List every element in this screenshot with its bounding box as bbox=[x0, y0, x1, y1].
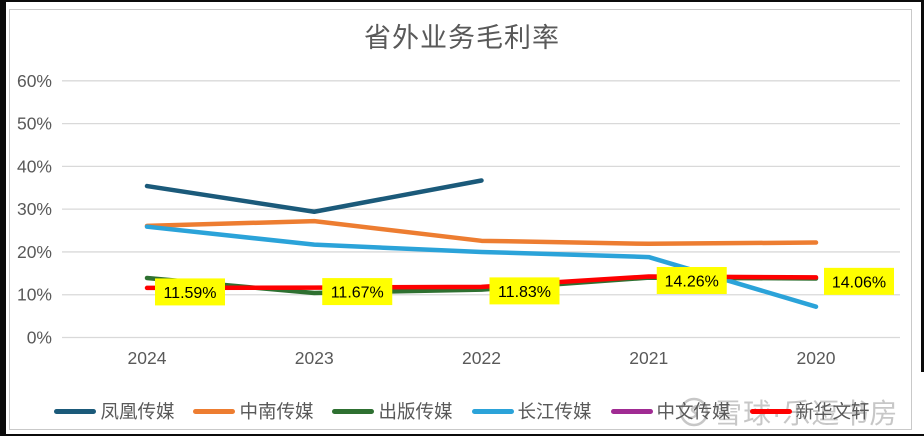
data-label-bg bbox=[155, 278, 225, 306]
data-label: 14.06% bbox=[832, 274, 886, 291]
x-axis-tick-label: 2021 bbox=[629, 348, 668, 368]
legend-swatch bbox=[749, 408, 792, 414]
data-label: 11.83% bbox=[498, 284, 551, 301]
legend-item-2: 中南传媒 bbox=[193, 398, 313, 424]
y-axis-tick-label: 20% bbox=[17, 242, 52, 262]
data-label: 14.26% bbox=[665, 273, 719, 290]
legend-item-1: 凤凰传媒 bbox=[54, 398, 174, 424]
y-axis-tick-label: 10% bbox=[17, 285, 52, 305]
screenshot-edge-left bbox=[0, 0, 6, 436]
legend-label: 出版传媒 bbox=[378, 401, 453, 422]
screenshot-edge-top bbox=[0, 0, 924, 2]
legend-label: 中南传媒 bbox=[239, 401, 314, 422]
legend-label: 新华文轩 bbox=[795, 401, 870, 422]
y-axis-tick-label: 50% bbox=[17, 114, 52, 134]
legend-item-6: 新华文轩 bbox=[749, 398, 870, 424]
legend-item-3: 出版传媒 bbox=[332, 398, 453, 424]
data-label-bg bbox=[656, 266, 727, 294]
data-label: 11.67% bbox=[331, 285, 384, 302]
legend-swatch bbox=[471, 408, 514, 414]
y-axis-tick-label: 0% bbox=[27, 328, 52, 348]
y-axis-tick-label: 60% bbox=[17, 71, 52, 91]
data-label: 11.59% bbox=[163, 285, 216, 302]
y-axis-tick-label: 40% bbox=[17, 156, 52, 176]
data-label-bg bbox=[824, 267, 894, 295]
data-label-bg bbox=[489, 277, 560, 305]
legend-item-5: 中文传媒 bbox=[610, 398, 731, 424]
legend-item-4: 长江传媒 bbox=[471, 398, 592, 424]
series-line-中南传媒 bbox=[144, 218, 819, 247]
screenshot-edge-bottom bbox=[0, 434, 924, 436]
chart-card-border bbox=[9, 9, 912, 430]
legend-swatch bbox=[54, 408, 97, 414]
chart-legend: 凤凰传媒 中南传媒 出版传媒 长江传媒 中文传媒 新华文轩 bbox=[0, 398, 924, 424]
x-axis-tick-label: 2023 bbox=[295, 348, 334, 368]
xueqiu-watermark: 雪球·乐逗书房 bbox=[678, 392, 898, 432]
y-axis-tick-label: 30% bbox=[17, 199, 52, 219]
legend-label: 长江传媒 bbox=[517, 401, 592, 422]
legend-swatch bbox=[610, 408, 653, 414]
x-axis-tick-label: 2022 bbox=[462, 348, 501, 368]
legend-label: 中文传媒 bbox=[656, 401, 731, 422]
watermark-text: 雪球·乐逗书房 bbox=[714, 398, 899, 429]
series-line-凤凰传媒 bbox=[144, 178, 484, 214]
xueqiu-logo-icon bbox=[678, 396, 710, 428]
x-axis-tick-label: 2024 bbox=[128, 348, 167, 368]
legend-swatch bbox=[193, 408, 236, 414]
data-label-bg bbox=[322, 278, 393, 306]
legend-swatch bbox=[332, 408, 375, 414]
chart-title: 省外业务毛利率 bbox=[364, 23, 560, 53]
legend-label: 凤凰传媒 bbox=[100, 401, 175, 422]
x-axis-tick-label: 2020 bbox=[797, 348, 836, 368]
screenshot-edge-right bbox=[921, 0, 924, 372]
